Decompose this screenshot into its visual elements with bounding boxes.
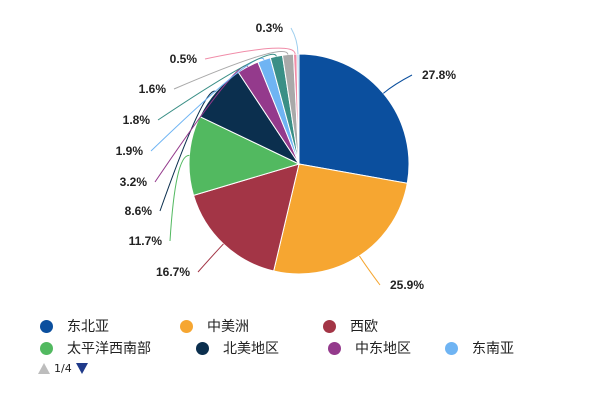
legend-item[interactable]: 西欧 [323,316,378,336]
legend-item[interactable]: 太平洋西南部 [40,338,151,358]
legend-marker-icon [323,319,336,333]
slice-labels: 27.8% 25.9% 16.7% 11.7% 8.6% 3.2% 1.9% 1.8% 1.6%… [116,21,457,292]
legend-item[interactable]: 中美洲 [180,316,249,336]
slice-label: 0.5% [170,52,198,66]
page-down-icon[interactable] [75,363,88,374]
slice-label: 3.2% [120,175,148,189]
leader-line [173,50,289,90]
legend-label: 东北亚 [67,319,109,335]
slice-label: 11.7% [129,234,163,248]
legend: 东北亚 中美洲 西欧太平洋西南部 北美地区 中东地区 东南亚 [38,316,598,386]
pie-slice[interactable] [273,163,408,275]
page-up-icon[interactable] [38,363,50,374]
legend-label: 西欧 [350,319,378,335]
pie-slice[interactable] [298,53,410,184]
legend-item[interactable]: 东北亚 [40,316,109,336]
pie-slice[interactable] [192,163,300,272]
legend-label: 太平洋西南部 [67,341,151,357]
leader-line [197,243,224,273]
legend-label: 中美洲 [207,319,249,335]
legend-marker-icon [40,341,53,355]
leader-line [169,154,190,242]
slice-label: 1.8% [123,113,151,127]
leader-line [150,57,265,152]
legend-marker-icon [40,319,53,333]
legend-label: 北美地区 [223,341,279,357]
leader-line [382,74,413,94]
leader-line [204,47,296,60]
leader-line [358,255,381,286]
legend-label: 东南亚 [472,341,514,357]
legend-marker-icon [196,341,209,355]
slice-label: 25.9% [390,278,424,292]
legend-item[interactable]: 北美地区 [196,338,279,358]
slice-label: 0.3% [256,21,284,35]
legend-marker-icon [445,341,458,355]
slice-label: 1.6% [139,82,167,96]
legend-label: 中东地区 [355,341,411,357]
legend-pager: 1/4 [38,362,88,375]
leader-line [290,27,299,55]
legend-marker-icon [328,341,341,355]
pie-slices [188,53,410,275]
leader-line [157,53,277,121]
slice-label: 1.9% [116,144,144,158]
legend-marker-icon [180,319,193,333]
legend-item[interactable]: 中东地区 [328,338,411,358]
slice-label: 27.8% [422,68,456,82]
legend-page-indicator: 1/4 [54,362,72,375]
legend-item[interactable]: 东南亚 [445,338,514,358]
slice-label: 8.6% [125,204,153,218]
leader-line [159,90,217,212]
slice-label: 16.7% [156,265,190,279]
pie-chart: 27.8% 25.9% 16.7% 11.7% 8.6% 3.2% 1.9% 1.8% 1.6%… [116,21,457,292]
leader-lines [150,27,413,286]
